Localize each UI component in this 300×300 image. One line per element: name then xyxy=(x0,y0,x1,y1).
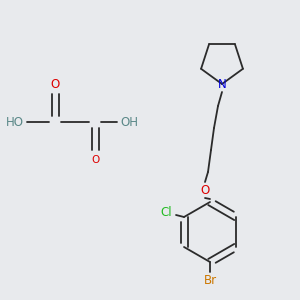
Text: O: O xyxy=(91,155,99,165)
Text: HO: HO xyxy=(6,116,24,128)
Text: OH: OH xyxy=(120,116,138,128)
Text: N: N xyxy=(218,77,226,91)
Text: O: O xyxy=(50,77,60,91)
Text: Br: Br xyxy=(203,274,217,286)
Text: Cl: Cl xyxy=(160,206,172,220)
Text: O: O xyxy=(200,184,210,196)
